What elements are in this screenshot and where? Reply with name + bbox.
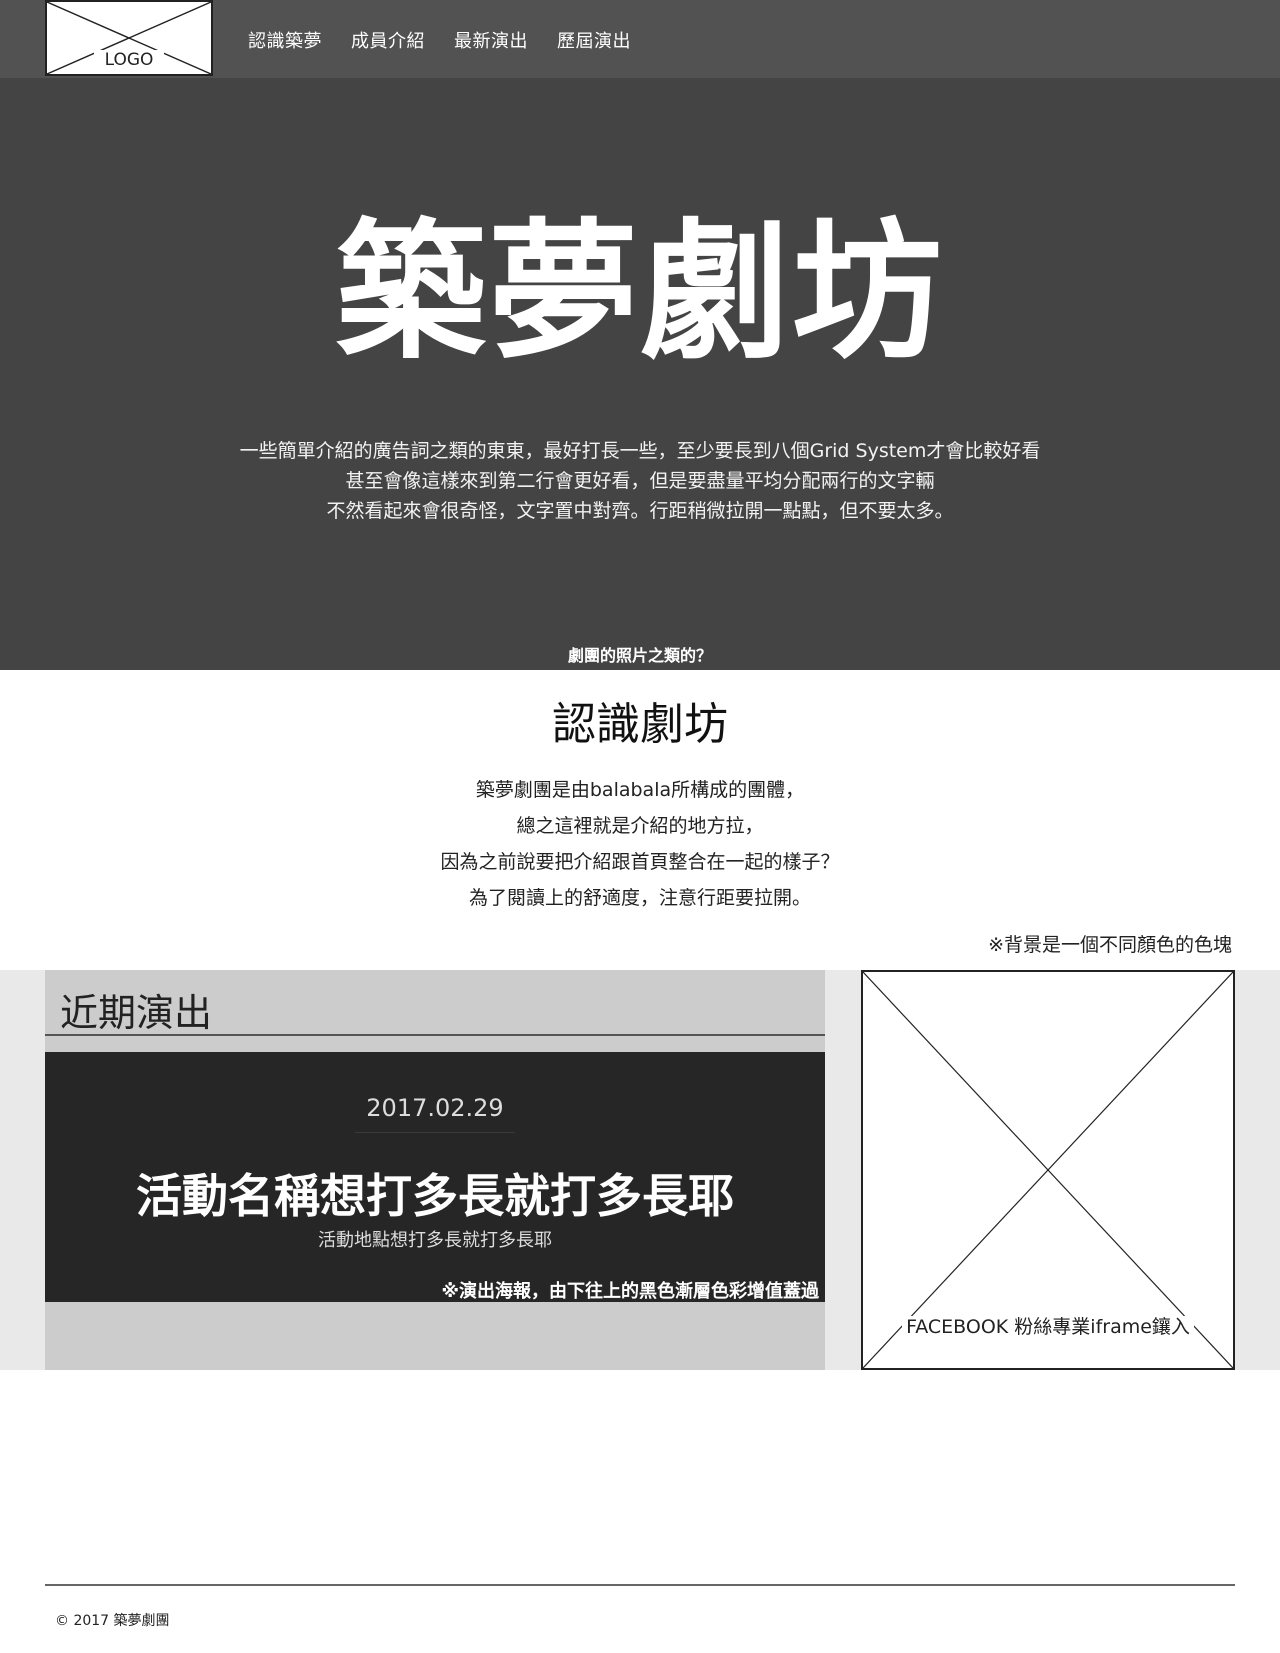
- facebook-embed-placeholder[interactable]: FACEBOOK 粉絲專業iframe鑲入: [861, 970, 1235, 1370]
- hero-section: 築夢劇坊 一些簡單介紹的廣告詞之類的東東，最好打長一些，至少要長到八個Grid …: [0, 78, 1280, 670]
- nav-link-members[interactable]: 成員介紹: [351, 31, 425, 52]
- event-poster[interactable]: 2017.02.29 活動名稱想打多長就打多長耶 活動地點想打多長就打多長耶 ※…: [45, 1052, 825, 1302]
- footer-divider: [45, 1584, 1235, 1586]
- top-navigation: LOGO 認識築夢 成員介紹 最新演出 歷屆演出: [0, 0, 1280, 78]
- hero-description-line: 甚至會像這樣來到第二行會更好看，但是要盡量平均分配兩行的文字輛: [345, 470, 935, 492]
- copyright: © 2017 築夢劇團: [55, 1613, 170, 1629]
- about-line: 為了閱讀上的舒適度，注意行距要拉開。: [468, 887, 811, 909]
- event-date: 2017.02.29: [366, 1094, 504, 1122]
- about-title: 認識劇坊: [552, 699, 728, 750]
- about-text: 築夢劇團是由balabala所構成的團體， 總之這裡就是介紹的地方拉， 因為之前…: [0, 772, 1280, 916]
- nav-link-latest[interactable]: 最新演出: [454, 31, 528, 52]
- facebook-label-text: FACEBOOK 粉絲專業iframe鑲入: [902, 1316, 1194, 1338]
- logo-placeholder[interactable]: LOGO: [45, 0, 213, 76]
- event-place: 活動地點想打多長就打多長耶: [318, 1230, 552, 1251]
- recent-events: 近期演出 2017.02.29 活動名稱想打多長就打多長耶 活動地點想打多長就打…: [45, 970, 825, 1370]
- nav-link-past[interactable]: 歷屆演出: [557, 31, 631, 52]
- events-heading: 近期演出: [60, 991, 213, 1035]
- logo-label: LOGO: [94, 50, 164, 70]
- facebook-label: FACEBOOK 粉絲專業iframe鑲入: [863, 1312, 1233, 1339]
- background-note: ※背景是一個不同顏色的色塊: [988, 934, 1232, 956]
- nav-links: 認識築夢 成員介紹 最新演出 歷屆演出: [248, 27, 631, 53]
- about-line: 築夢劇團是由balabala所構成的團體，: [475, 779, 805, 801]
- event-name: 活動名稱想打多長就打多長耶: [136, 1169, 734, 1223]
- nav-link-about[interactable]: 認識築夢: [248, 31, 322, 52]
- hero-title: 築夢劇坊: [335, 206, 944, 380]
- hero-description-line: 不然看起來會很奇怪，文字置中對齊。行距稍微拉開一點點，但不要太多。: [326, 500, 954, 522]
- hero-description-line: 一些簡單介紹的廣告詞之類的東東，最好打長一些，至少要長到八個Grid Syste…: [239, 440, 1041, 462]
- hero-photo-caption: 劇團的照片之類的？: [567, 646, 712, 665]
- placeholder-cross-icon: [47, 2, 211, 74]
- about-line: 總之這裡就是介紹的地方拉，: [516, 815, 764, 837]
- hero-description: 一些簡單介紹的廣告詞之類的東東，最好打長一些，至少要長到八個Grid Syste…: [0, 436, 1280, 526]
- poster-note: ※演出海報，由下往上的黑色漸層色彩增值蓋過: [441, 1281, 820, 1302]
- about-line: 因為之前說要把介紹跟首頁整合在一起的樣子？: [440, 851, 840, 873]
- date-underline: [355, 1132, 515, 1133]
- events-divider: [45, 1034, 825, 1036]
- placeholder-cross-icon: [863, 972, 1233, 1368]
